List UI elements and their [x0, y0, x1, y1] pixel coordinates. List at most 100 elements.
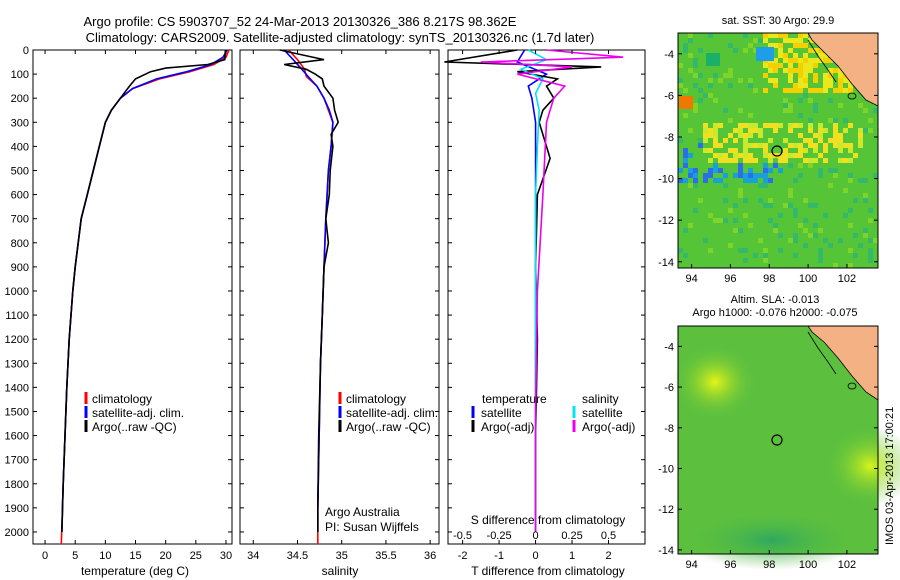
sst-cell — [693, 73, 698, 78]
depth-tick-label: 800 — [11, 238, 29, 250]
sst-cell — [783, 88, 788, 93]
salinity-legend: climatology satellite-adj. clim. Argo(..… — [325, 392, 438, 534]
sst-cell — [688, 53, 693, 58]
sst-cell — [823, 213, 828, 218]
series-salinity-argo-adj- — [480, 49, 624, 532]
sst-cell — [773, 43, 778, 48]
sst-cell — [828, 83, 833, 88]
sst-cell — [678, 168, 683, 173]
sst-cell — [748, 83, 753, 88]
sst-cell — [798, 143, 803, 148]
sst-cell — [818, 153, 823, 158]
sst-cell — [698, 198, 703, 203]
sst-cell — [788, 128, 793, 133]
sst-cell — [758, 133, 763, 138]
sst-cell — [838, 73, 843, 78]
s-difference-tick-label: 0.5 — [601, 530, 616, 542]
sst-cell — [738, 78, 743, 83]
depth-tick-label: 1200 — [5, 334, 29, 346]
sst-cell — [768, 43, 773, 48]
sst-cell — [858, 178, 863, 183]
sst-cell — [708, 248, 713, 253]
sst-cell — [778, 33, 783, 38]
sst-cell — [753, 143, 758, 148]
depth-tick-label: 0 — [23, 45, 29, 57]
sst-cell — [833, 173, 838, 178]
sst-cell — [838, 148, 843, 153]
sst-cell — [738, 173, 743, 178]
x-tick-label: 0 — [42, 550, 48, 562]
sst-cell — [818, 128, 823, 133]
sst-cell — [763, 33, 768, 38]
sst-cell — [778, 158, 783, 163]
sst-cell — [783, 38, 788, 43]
sst-cell — [768, 198, 773, 203]
sst-cell — [873, 173, 878, 178]
sst-cell — [798, 83, 803, 88]
legend-climatology-label: climatology — [92, 392, 152, 406]
sst-cell — [798, 133, 803, 138]
sst-cell — [818, 58, 823, 63]
sla-high-anomaly-west — [673, 344, 757, 420]
sst-cell — [843, 128, 848, 133]
sst-cell — [828, 168, 833, 173]
sst-cell — [803, 33, 808, 38]
depth-tick-label: 1900 — [5, 503, 29, 515]
lon-tick-label: 100 — [799, 273, 817, 285]
sst-cell — [738, 128, 743, 133]
sst-cell — [723, 183, 728, 188]
sst-cell — [758, 238, 763, 243]
sst-cell — [853, 153, 858, 158]
sst-cell — [833, 138, 838, 143]
sst-cell — [718, 218, 723, 223]
sst-cell — [808, 63, 813, 68]
sst-cell — [713, 73, 718, 78]
sst-cell — [698, 138, 703, 143]
sst-cell — [733, 203, 738, 208]
sst-cell — [808, 88, 813, 93]
sst-cell — [728, 133, 733, 138]
sst-cell — [698, 88, 703, 93]
sst-cell — [758, 38, 763, 43]
x-tick-label: 20 — [160, 550, 172, 562]
depth-tick-label: 400 — [11, 141, 29, 153]
sst-cell — [833, 128, 838, 133]
lon-tick-label: 100 — [799, 559, 817, 571]
sst-cell — [868, 218, 873, 223]
sst-map-frame — [677, 32, 879, 269]
sst-cell — [803, 228, 808, 233]
sst-cell — [728, 73, 733, 78]
sst-cell — [703, 238, 708, 243]
sst-cell — [803, 43, 808, 48]
sst-cell — [723, 173, 728, 178]
sst-cell — [683, 48, 688, 53]
sst-cell — [803, 198, 808, 203]
sst-cell — [838, 158, 843, 163]
sst-cell — [678, 63, 683, 68]
sst-cell — [848, 208, 853, 213]
sst-cell — [693, 58, 698, 63]
sst-cell — [738, 168, 743, 173]
sst-cell — [848, 143, 853, 148]
sst-cell — [679, 96, 693, 109]
sst-cell — [743, 248, 748, 253]
depth-tick-label: 500 — [11, 165, 29, 177]
sst-cell — [683, 113, 688, 118]
sst-cell — [693, 108, 698, 113]
lon-tick-label: 98 — [763, 273, 775, 285]
sst-cell — [798, 223, 803, 228]
difference-x-axis: -2 -1 0 1 2 — [458, 50, 612, 562]
sst-cell — [838, 83, 843, 88]
sst-cell — [808, 123, 813, 128]
depth-tick-label: 200 — [11, 93, 29, 105]
sst-cell — [778, 153, 783, 158]
s-difference-tick-label: 0 — [532, 530, 538, 542]
sst-cell — [758, 128, 763, 133]
sst-cell — [848, 173, 853, 178]
sst-cell — [763, 153, 768, 158]
sst-cell — [868, 118, 873, 123]
coastline-islands — [807, 331, 837, 375]
lat-tick-label: -12 — [658, 504, 674, 516]
sst-cell — [693, 168, 698, 173]
sst-cell — [738, 108, 743, 113]
